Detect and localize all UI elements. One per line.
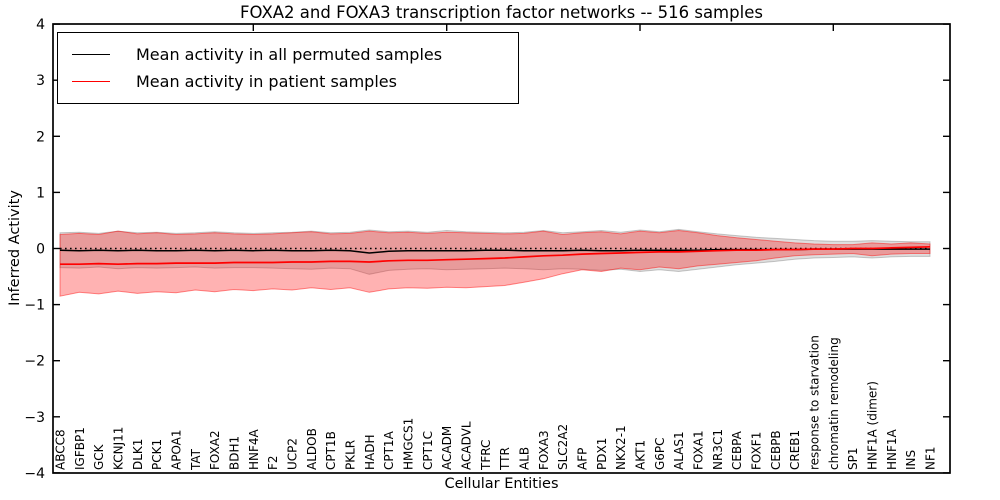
legend-item-patient: Mean activity in patient samples: [72, 68, 508, 95]
x-category-label: response to starvation: [808, 335, 822, 470]
x-category-label: HNF1A: [885, 428, 899, 470]
x-category-label: ACADM: [440, 426, 454, 470]
x-category-label: NKX2-1: [614, 425, 628, 470]
legend-item-permuted: Mean activity in all permuted samples: [72, 41, 508, 68]
x-category-label: BDH1: [228, 436, 242, 470]
x-category-label: NR3C1: [711, 429, 725, 470]
x-category-label: FOXA1: [692, 430, 706, 470]
x-category-label: PKLR: [344, 440, 358, 470]
x-axis-label: Cellular Entities: [444, 476, 559, 492]
x-category-label: TTR: [498, 447, 512, 471]
x-category-label: KCNJ11: [112, 427, 126, 470]
legend-label-patient: Mean activity in patient samples: [136, 72, 397, 91]
x-category-label: FOXA3: [537, 430, 551, 470]
x-category-label: NF1: [924, 446, 938, 470]
legend-label-permuted: Mean activity in all permuted samples: [136, 45, 443, 64]
chart-title: FOXA2 and FOXA3 transcription factor net…: [240, 3, 763, 22]
y-tick-label: 3: [36, 73, 45, 89]
x-category-label: ALAS1: [672, 431, 686, 470]
x-category-label: INS: [904, 450, 918, 470]
x-category-label: F2: [266, 455, 280, 470]
x-category-label: ABCC8: [54, 429, 68, 470]
y-tick-label: −2: [24, 354, 45, 370]
x-category-label: PCK1: [150, 439, 164, 470]
x-category-label: APOA1: [170, 429, 184, 470]
x-category-label: HNF1A (dimer): [866, 381, 880, 470]
y-tick-label: −4: [24, 466, 45, 482]
y-tick-label: 2: [36, 129, 45, 145]
x-category-label: FOXF1: [750, 432, 764, 470]
y-tick-label: 4: [36, 17, 45, 33]
legend-box: Mean activity in all permuted samples Me…: [57, 32, 519, 104]
x-category-label: HNF4A: [247, 428, 261, 470]
x-category-label: HMGCS1: [402, 418, 416, 470]
patient-band: [59, 229, 931, 297]
x-category-label: GCK: [92, 443, 106, 470]
patient-mean-line: [60, 245, 931, 266]
x-category-label: CEBPA: [730, 430, 744, 470]
x-category-label: AFP: [576, 448, 590, 470]
x-category-label: CREB1: [788, 430, 802, 470]
y-tick-label: −1: [24, 298, 45, 314]
x-category-label: CPT1C: [421, 431, 435, 470]
x-category-label: TFRC: [479, 440, 493, 471]
permuted-line-swatch: [72, 54, 110, 55]
x-category-label: G6PC: [653, 437, 667, 470]
x-category-label: PDX1: [595, 438, 609, 470]
y-axis-label: Inferred Activity: [7, 190, 23, 306]
patient-line-swatch: [72, 81, 110, 82]
x-category-label: TAT: [189, 448, 203, 471]
y-tick-label: −3: [24, 410, 45, 426]
x-category-label: SP1: [846, 448, 860, 471]
y-tick-label: 1: [36, 185, 45, 201]
x-category-label: CPT1A: [382, 430, 396, 470]
x-category-label: CPT1B: [324, 431, 338, 470]
x-category-label: chromatin remodeling: [827, 337, 841, 470]
x-category-label: HADH: [363, 435, 377, 471]
x-category-label: FOXA2: [208, 430, 222, 470]
x-category-label: ALB: [518, 447, 532, 470]
y-tick-label: 0: [36, 242, 45, 258]
x-category-label: SLC2A2: [556, 424, 570, 470]
x-category-label: ALDOB: [305, 428, 319, 470]
x-category-label: ACADVL: [460, 421, 474, 470]
x-category-label: AKT1: [634, 440, 648, 470]
x-category-label: DLK1: [131, 439, 145, 470]
x-category-label: CEBPB: [769, 430, 783, 470]
x-category-label: IGFBP1: [73, 427, 87, 470]
x-category-label: UCP2: [286, 438, 300, 470]
